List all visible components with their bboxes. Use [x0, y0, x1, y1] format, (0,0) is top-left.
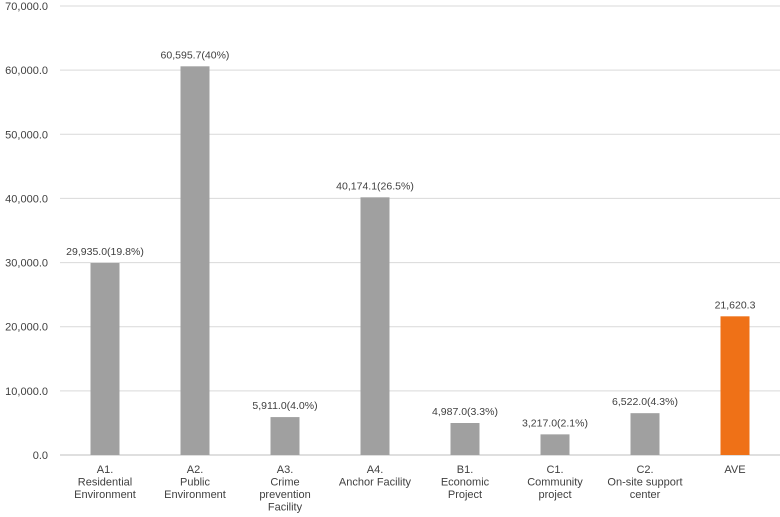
y-tick-label: 10,000.0 — [5, 386, 48, 398]
y-tick-label: 20,000.0 — [5, 322, 48, 334]
x-tick-label: C1. Community project — [527, 464, 583, 501]
data-label: 60,595.7(40%) — [161, 49, 230, 61]
y-tick-label: 60,000.0 — [5, 65, 48, 77]
data-labels: 29,935.0(19.8%) 60,595.7(40%) 5,911.0(4.0%… — [66, 49, 755, 429]
y-axis: 0.0 10,000.0 20,000.0 30,000.0 40,000.0 50,00… — [5, 1, 48, 462]
bar — [90, 262, 120, 455]
x-tick-label: C2. On-site support center — [607, 464, 682, 501]
bar — [180, 66, 210, 455]
y-tick-label: 70,000.0 — [5, 1, 48, 13]
x-tick-label: B1. Economic Project — [441, 464, 490, 501]
bar — [360, 197, 390, 456]
bar — [720, 316, 750, 455]
x-tick-label: A1. Residential Environment — [74, 464, 136, 501]
y-tick-label: 40,000.0 — [5, 193, 48, 205]
data-label: 21,620.3 — [715, 299, 756, 311]
bar — [270, 417, 300, 455]
x-tick-label: A4. Anchor Facility — [339, 464, 412, 489]
x-tick-label: A2. Public Environment — [164, 464, 226, 501]
data-label: 5,911.0(4.0%) — [252, 400, 317, 412]
bars — [90, 66, 750, 456]
x-tick-label: A3. Crime prevention Facility — [259, 464, 310, 514]
y-tick-label: 0.0 — [33, 450, 48, 462]
x-axis: A1. Residential Environment A2. Public Enviro… — [74, 464, 745, 514]
x-tick-label: AVE — [724, 464, 745, 476]
data-label: 40,174.1(26.5%) — [336, 180, 414, 192]
data-label: 3,217.0(2.1%) — [522, 417, 588, 429]
data-label: 4,987.0(3.3%) — [432, 406, 498, 418]
grid-lines — [60, 5, 780, 456]
data-label: 6,522.0(4.3%) — [612, 396, 678, 408]
y-tick-label: 50,000.0 — [5, 129, 48, 141]
data-label: 29,935.0(19.8%) — [66, 246, 144, 258]
bar — [450, 423, 480, 455]
y-tick-label: 30,000.0 — [5, 258, 48, 270]
bar — [540, 434, 570, 455]
bar — [630, 413, 660, 455]
